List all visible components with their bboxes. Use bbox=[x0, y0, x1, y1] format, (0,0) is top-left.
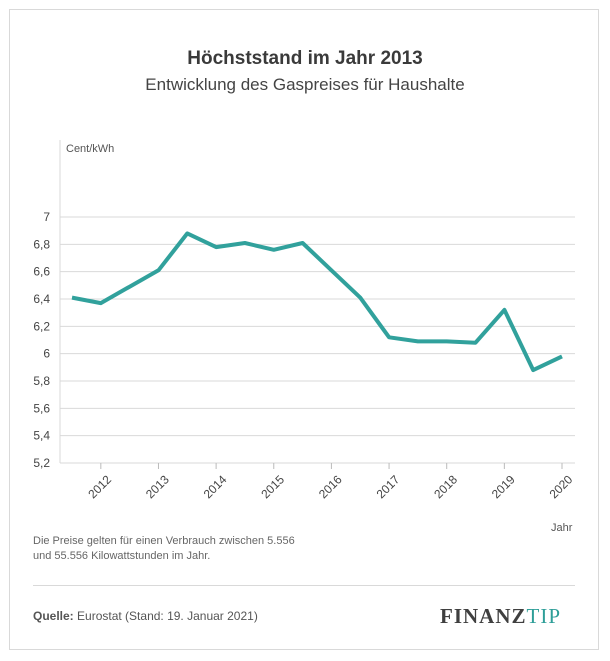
chart-subtitle: Entwicklung des Gaspreises für Haushalte bbox=[145, 75, 465, 94]
logo-part-1: FINANZ bbox=[440, 604, 527, 628]
grid-lines bbox=[60, 216, 575, 464]
y-tick-labels: 5,2 5,4 5,6 5,8 6 6,2 6,4 6,6 6,8 7 bbox=[33, 210, 50, 470]
y-tick-label: 7 bbox=[43, 210, 50, 224]
x-tick-label: 2016 bbox=[316, 472, 345, 501]
logo-part-2: TIP bbox=[526, 604, 562, 628]
y-tick-label: 5,8 bbox=[33, 374, 50, 388]
series-layer bbox=[71, 231, 563, 373]
footnote: Die Preise gelten für einen Verbrauch zw… bbox=[33, 534, 393, 564]
chart-title: Höchststand im Jahr 2013 bbox=[187, 48, 423, 69]
y-tick-label: 6,4 bbox=[33, 292, 50, 306]
source-text: Eurostat (Stand: 19. Januar 2021) bbox=[77, 609, 258, 623]
footnote-line-2: und 55.556 Kilowattstunden im Jahr. bbox=[33, 550, 211, 562]
x-tick-label: 2015 bbox=[258, 472, 287, 501]
x-tick-label: 2017 bbox=[374, 472, 403, 501]
x-tick-label: 2012 bbox=[85, 472, 114, 501]
y-tick-label: 6,2 bbox=[33, 319, 50, 333]
divider bbox=[33, 585, 575, 586]
series-line bbox=[71, 231, 563, 373]
x-tick-label: 2014 bbox=[201, 472, 230, 501]
source-label: Quelle: bbox=[33, 609, 74, 623]
y-tick-label: 6,8 bbox=[33, 237, 50, 251]
y-axis-label: Cent/kWh bbox=[66, 143, 114, 155]
y-tick-label: 5,6 bbox=[33, 401, 50, 415]
x-tick-label: 2013 bbox=[143, 472, 172, 501]
x-tick-marks bbox=[100, 463, 563, 469]
finanztip-logo: FINANZTIP bbox=[440, 604, 561, 629]
x-tick-labels: 2012 2013 2014 2015 2016 2017 2018 2019 2020 bbox=[85, 472, 575, 501]
footnote-line-1: Die Preise gelten für einen Verbrauch zw… bbox=[33, 535, 295, 547]
y-tick-label: 5,4 bbox=[33, 429, 50, 443]
x-axis-label: Jahr bbox=[551, 522, 573, 534]
y-tick-label: 5,2 bbox=[33, 456, 50, 470]
chart-frame bbox=[9, 9, 599, 650]
x-tick-label: 2018 bbox=[431, 472, 460, 501]
y-tick-label: 6,6 bbox=[33, 265, 50, 279]
y-tick-label: 6 bbox=[43, 347, 50, 361]
source: Quelle: Eurostat (Stand: 19. Januar 2021… bbox=[33, 609, 258, 623]
x-tick-label: 2019 bbox=[489, 472, 518, 501]
x-tick-label: 2020 bbox=[547, 472, 576, 501]
